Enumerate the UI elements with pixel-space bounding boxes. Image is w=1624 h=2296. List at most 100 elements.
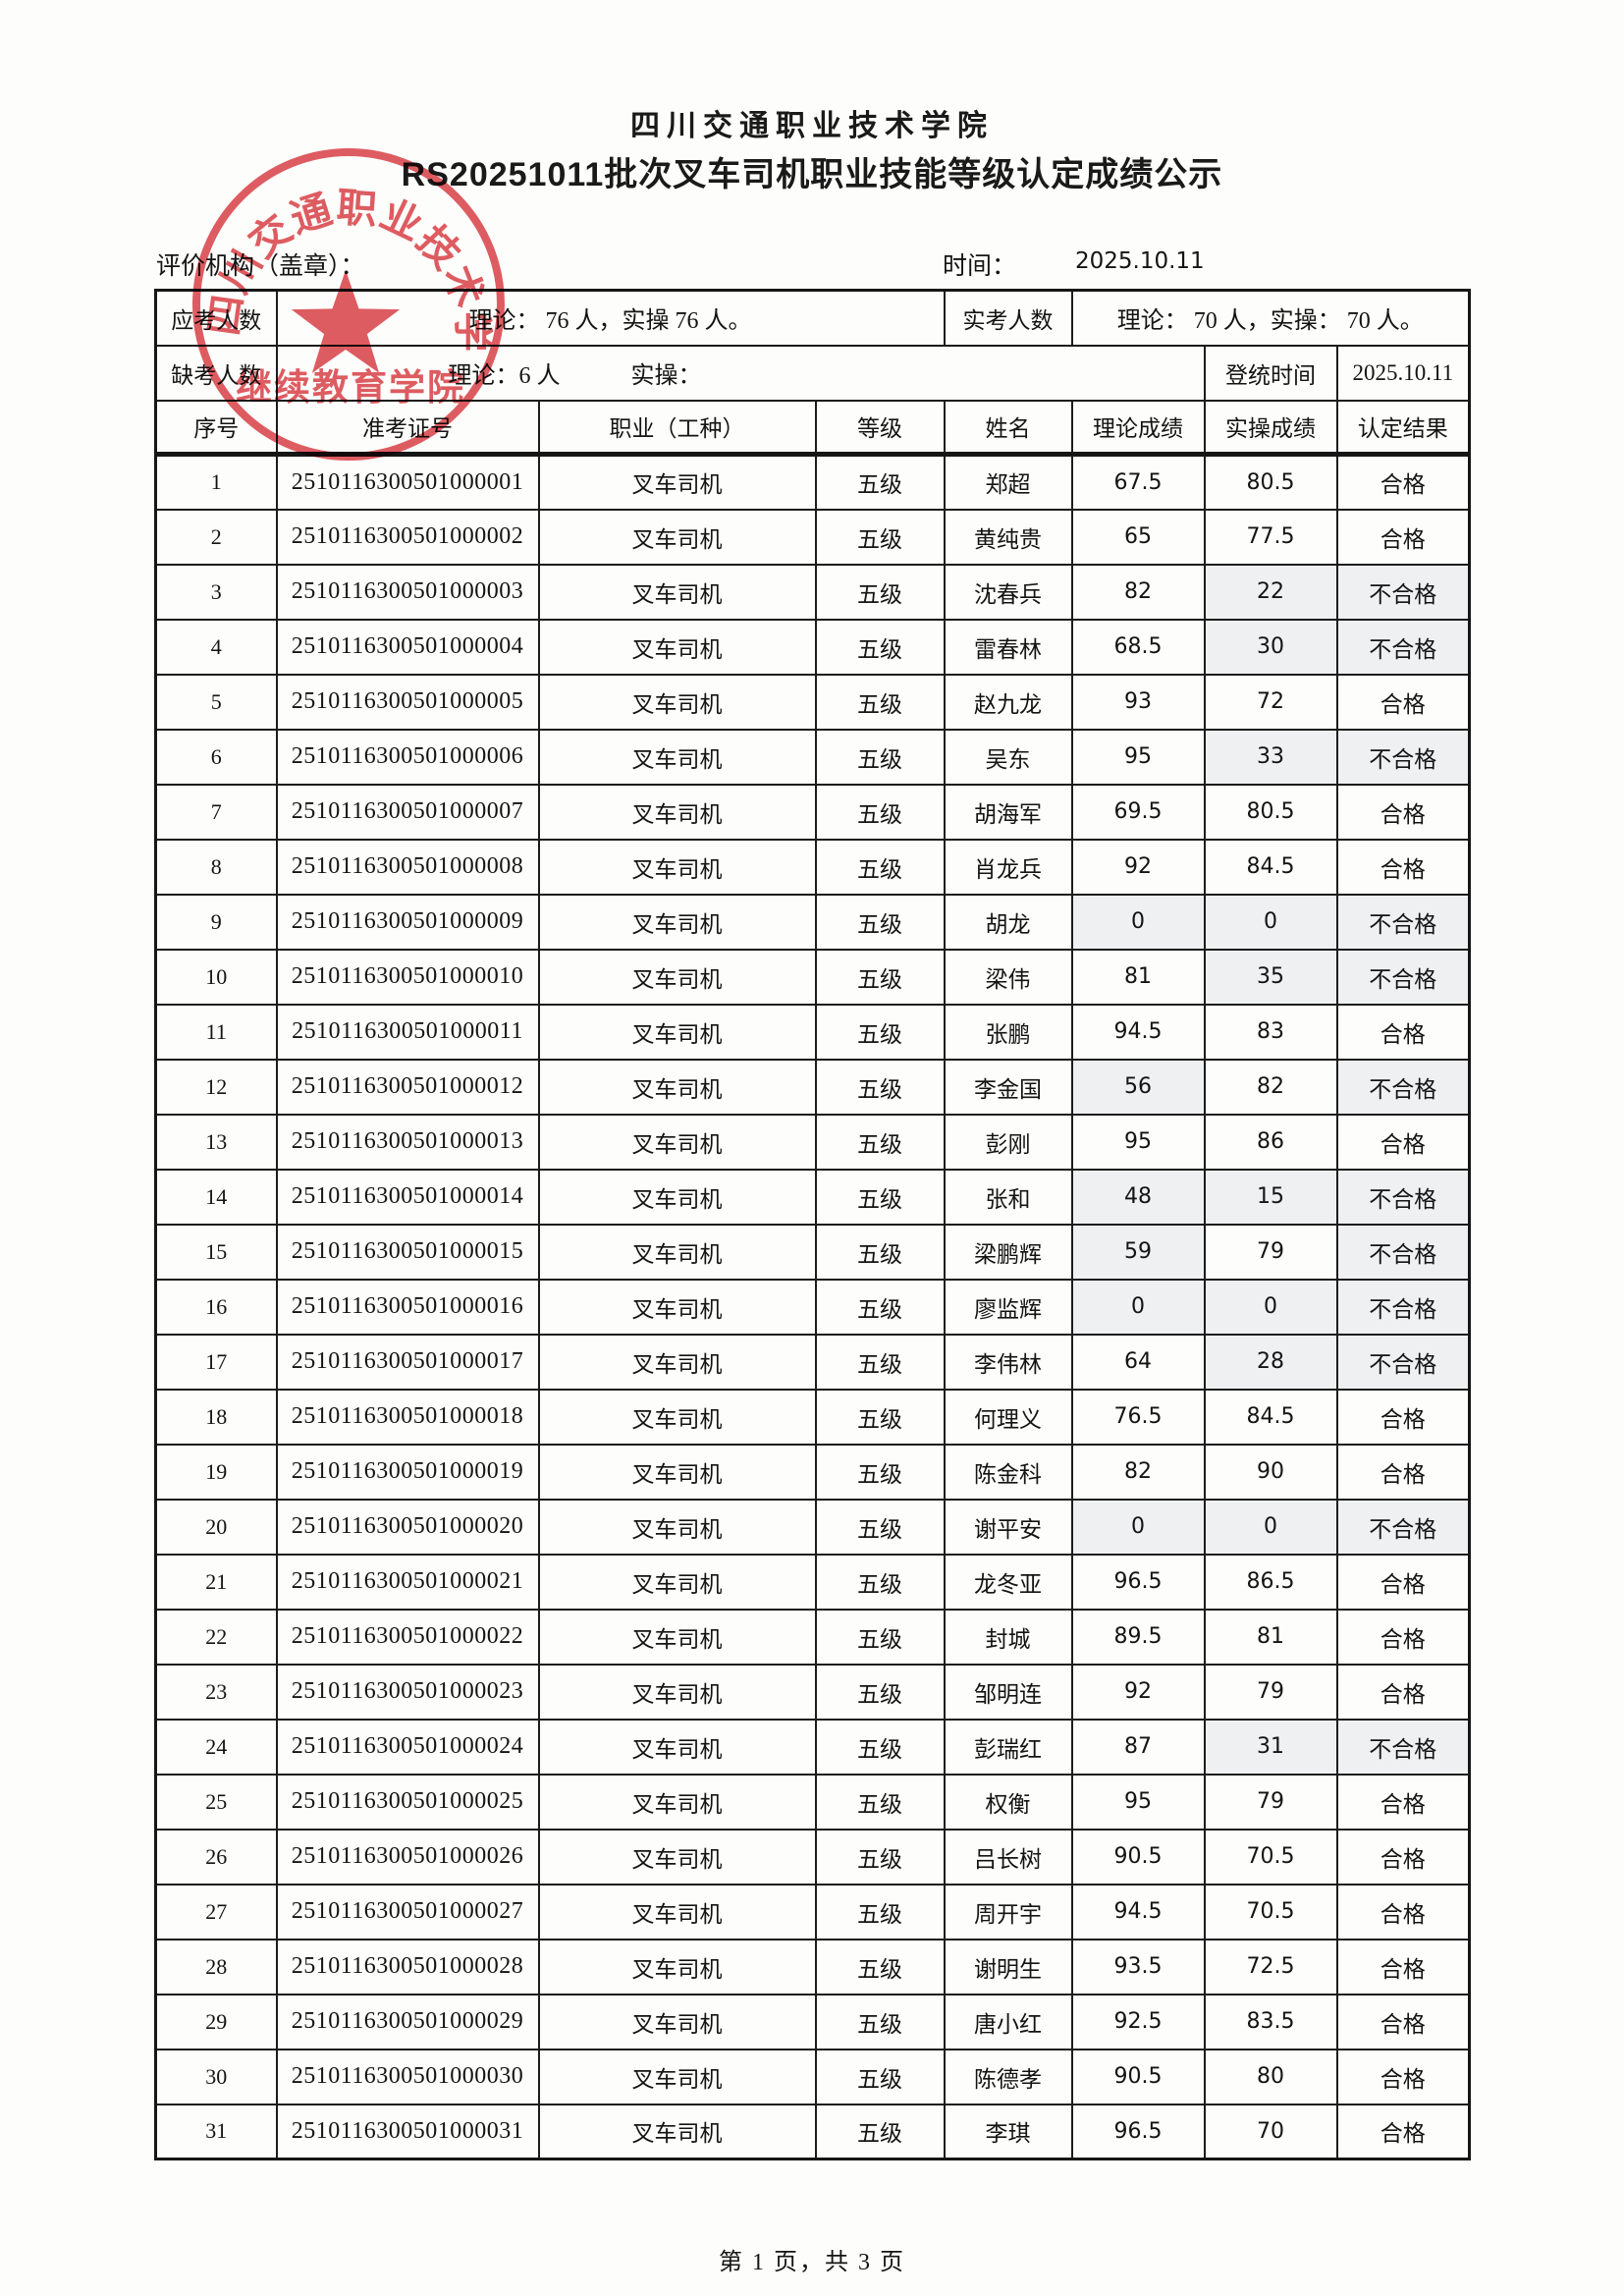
result-cell: 不合格 (1335, 1058, 1471, 1116)
occupation-cell: 叉车司机 (537, 1938, 817, 1995)
page-subtitle: RS20251011批次叉车司机职业技能等级认定成绩公示 (401, 156, 1223, 193)
level-cell: 五级 (814, 673, 946, 731)
name-cell: 廖监辉 (943, 1278, 1073, 1336)
table-row: 4 2510116300501000004 叉车司机 五级 雷春林 68.5 30 不合格 (154, 618, 1471, 676)
practical-score-cell: 72 (1203, 673, 1338, 731)
ticket-cell: 2510116300501000014 (275, 1168, 540, 1226)
name-cell: 彭瑞红 (943, 1718, 1073, 1776)
ticket-cell: 2510116300501000022 (275, 1608, 540, 1666)
col-header-name: 姓名 (943, 399, 1073, 457)
occupation-cell: 叉车司机 (537, 1003, 817, 1061)
ticket-cell: 2510116300501000021 (275, 1553, 540, 1611)
practical-score-cell: 0 (1203, 893, 1338, 951)
name-cell: 赵九龙 (943, 673, 1073, 731)
result-cell: 合格 (1335, 783, 1471, 841)
ticket-cell: 2510116300501000005 (275, 673, 540, 731)
practical-score-cell: 83.5 (1203, 1993, 1338, 2050)
ticket-cell: 2510116300501000017 (275, 1333, 540, 1391)
name-cell: 张鹏 (943, 1003, 1073, 1061)
table-row: 31 2510116300501000031 叉车司机 五级 李琪 96.5 70 合格 (154, 2103, 1471, 2160)
occupation-cell: 叉车司机 (537, 1883, 817, 1941)
practical-score-cell: 30 (1203, 618, 1338, 676)
theory-score-cell: 82 (1070, 1443, 1206, 1501)
level-cell: 五级 (814, 1003, 946, 1061)
occupation-cell: 叉车司机 (537, 1663, 817, 1721)
table-row: 14 2510116300501000014 叉车司机 五级 张和 48 15 不合格 (154, 1168, 1471, 1226)
table-row: 5 2510116300501000005 叉车司机 五级 赵九龙 93 72 合格 (154, 673, 1471, 731)
seq-cell: 4 (154, 618, 278, 676)
seq-cell: 8 (154, 838, 278, 896)
ticket-cell: 2510116300501000024 (275, 1718, 540, 1776)
register-time-value: 2025.10.11 (1335, 344, 1471, 402)
table-row: 29 2510116300501000029 叉车司机 五级 唐小红 92.5 83.5 合格 (154, 1993, 1471, 2050)
ticket-cell: 2510116300501000011 (275, 1003, 540, 1061)
level-cell: 五级 (814, 1278, 946, 1336)
seq-cell: 7 (154, 783, 278, 841)
table-row: 16 2510116300501000016 叉车司机 五级 廖监辉 0 0 不合格 (154, 1278, 1471, 1336)
name-cell: 梁伟 (943, 948, 1073, 1006)
practical-score-cell: 81 (1203, 1608, 1338, 1666)
table-row: 22 2510116300501000022 叉车司机 五级 封城 89.5 81 合格 (154, 1608, 1471, 1666)
actual-count-value: 理论： 70 人，实操： 70 人。 (1070, 289, 1471, 347)
seq-cell: 29 (154, 1993, 278, 2050)
theory-score-cell: 0 (1070, 893, 1206, 951)
result-cell: 合格 (1335, 1113, 1471, 1171)
level-cell: 五级 (814, 1388, 946, 1446)
practical-score-cell: 80.5 (1203, 453, 1338, 511)
name-cell: 唐小红 (943, 1993, 1073, 2050)
occupation-cell: 叉车司机 (537, 2103, 817, 2160)
practical-score-cell: 83 (1203, 1003, 1338, 1061)
result-cell: 不合格 (1335, 1168, 1471, 1226)
theory-score-cell: 64 (1070, 1333, 1206, 1391)
result-cell: 合格 (1335, 1553, 1471, 1611)
time-value: 2025.10.11 (1075, 248, 1205, 274)
practical-score-cell: 31 (1203, 1718, 1338, 1776)
occupation-cell: 叉车司机 (537, 1553, 817, 1611)
occupation-cell: 叉车司机 (537, 1718, 817, 1776)
practical-score-cell: 80 (1203, 2048, 1338, 2105)
ticket-cell: 2510116300501000029 (275, 1993, 540, 2050)
occupation-cell: 叉车司机 (537, 838, 817, 896)
absent-count-value: 理论：6 人 实操： (275, 344, 1206, 402)
result-cell: 合格 (1335, 1443, 1471, 1501)
table-row: 20 2510116300501000020 叉车司机 五级 谢平安 0 0 不合格 (154, 1498, 1471, 1556)
result-cell: 不合格 (1335, 728, 1471, 786)
name-cell: 封城 (943, 1608, 1073, 1666)
occupation-cell: 叉车司机 (537, 948, 817, 1006)
practical-score-cell: 15 (1203, 1168, 1338, 1226)
practical-score-cell: 0 (1203, 1278, 1338, 1336)
name-cell: 梁鹏辉 (943, 1223, 1073, 1281)
ticket-cell: 2510116300501000025 (275, 1773, 540, 1831)
theory-score-cell: 95 (1070, 1773, 1206, 1831)
occupation-cell: 叉车司机 (537, 1278, 817, 1336)
table-row: 26 2510116300501000026 叉车司机 五级 吕长树 90.5 70.5 合格 (154, 1828, 1471, 1886)
level-cell: 五级 (814, 1828, 946, 1886)
table-row: 18 2510116300501000018 叉车司机 五级 何理义 76.5 84.5 合格 (154, 1388, 1471, 1446)
table-row: 19 2510116300501000019 叉车司机 五级 陈金科 82 90 合格 (154, 1443, 1471, 1501)
level-cell: 五级 (814, 1113, 946, 1171)
theory-score-cell: 0 (1070, 1278, 1206, 1336)
evaluation-org-label: 评价机构（盖章）： (156, 253, 365, 280)
ticket-cell: 2510116300501000026 (275, 1828, 540, 1886)
table-row: 13 2510116300501000013 叉车司机 五级 彭刚 95 86 合格 (154, 1113, 1471, 1171)
level-cell: 五级 (814, 1058, 946, 1116)
ticket-cell: 2510116300501000028 (275, 1938, 540, 1995)
level-cell: 五级 (814, 1718, 946, 1776)
ticket-cell: 2510116300501000006 (275, 728, 540, 786)
table-row: 15 2510116300501000015 叉车司机 五级 梁鹏辉 59 79 不合格 (154, 1223, 1471, 1281)
theory-score-cell: 67.5 (1070, 453, 1206, 511)
result-cell: 合格 (1335, 2103, 1471, 2160)
name-cell: 胡海军 (943, 783, 1073, 841)
table-row: 30 2510116300501000030 叉车司机 五级 陈德孝 90.5 80 合格 (154, 2048, 1471, 2105)
table-row: 9 2510116300501000009 叉车司机 五级 胡龙 0 0 不合格 (154, 893, 1471, 951)
name-cell: 张和 (943, 1168, 1073, 1226)
occupation-cell: 叉车司机 (537, 1773, 817, 1831)
seq-cell: 31 (154, 2103, 278, 2160)
seq-cell: 3 (154, 563, 278, 621)
theory-score-cell: 95 (1070, 728, 1206, 786)
level-cell: 五级 (814, 1498, 946, 1556)
name-cell: 黄纯贵 (943, 508, 1073, 566)
col-header-theory-score: 理论成绩 (1070, 399, 1206, 457)
level-cell: 五级 (814, 1223, 946, 1281)
absent-theory-value: 理论：6 人 (448, 363, 561, 389)
